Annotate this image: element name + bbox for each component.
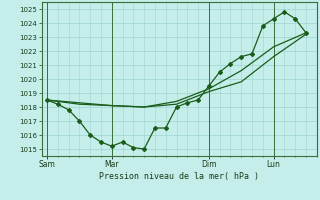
X-axis label: Pression niveau de la mer( hPa ): Pression niveau de la mer( hPa ) <box>99 172 259 181</box>
